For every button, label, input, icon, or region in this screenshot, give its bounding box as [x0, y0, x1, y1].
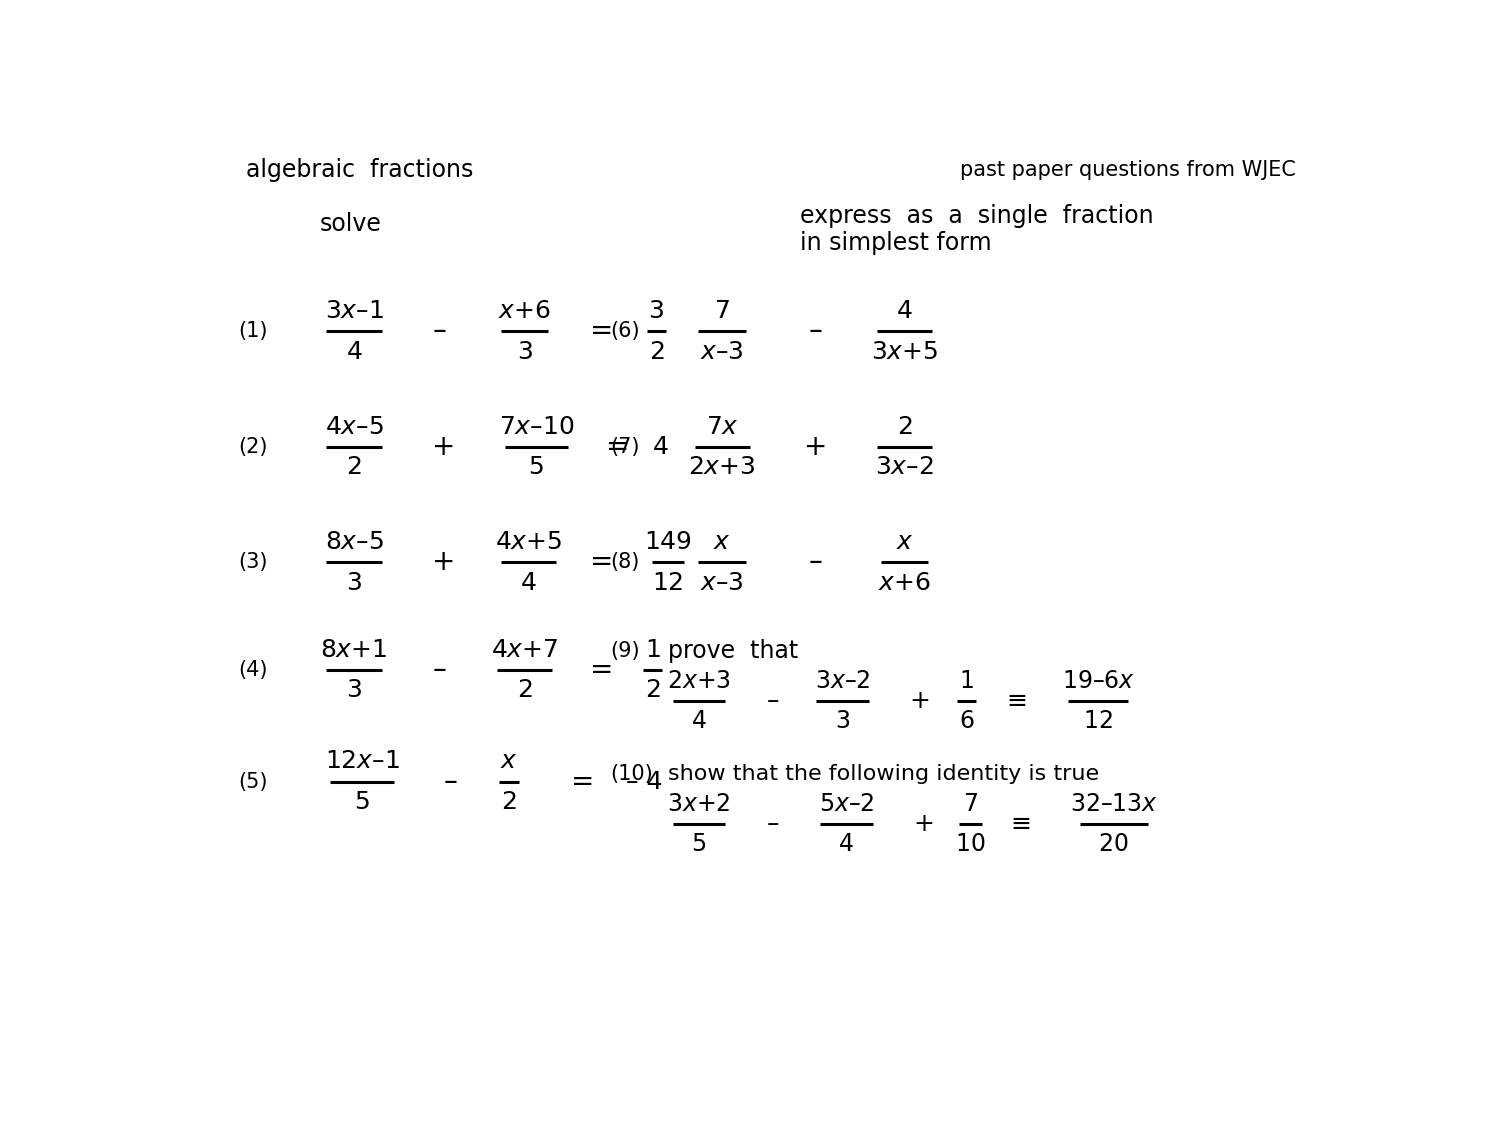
Text: $\mathrm{4}$: $\mathrm{4}$ [692, 709, 706, 732]
Text: $\mathrm{3}$: $\mathrm{3}$ [648, 299, 664, 323]
Text: $\mathrm{4}$: $\mathrm{4}$ [839, 832, 854, 856]
Text: =: = [606, 433, 630, 461]
Text: $\mathrm{1}$: $\mathrm{1}$ [958, 669, 974, 693]
Text: (6): (6) [610, 322, 639, 341]
Text: $\mathrm{20}$: $\mathrm{20}$ [1098, 832, 1130, 856]
Text: $\mathrm{2}$: $\mathrm{2}$ [645, 678, 660, 702]
Text: $\mathrm{} \mathit{x} \mathrm{ + 6}$: $\mathrm{} \mathit{x} \mathrm{ + 6}$ [498, 299, 550, 323]
Text: $\mathrm{7}$: $\mathrm{7}$ [963, 792, 978, 817]
Text: $\mathrm{3}$: $\mathrm{3}$ [346, 678, 362, 702]
Text: $\mathrm{} \mathit{x} \mathrm{ + 6}$: $\mathrm{} \mathit{x} \mathrm{ + 6}$ [878, 570, 932, 595]
Text: $\mathrm{} \mathit{x} \mathrm{}$: $\mathrm{} \mathit{x} \mathrm{}$ [896, 530, 914, 554]
Text: solve: solve [320, 212, 381, 235]
Text: (1): (1) [238, 322, 267, 341]
Text: (3): (3) [238, 552, 267, 573]
Text: $\mathrm{7} \mathit{x} \mathrm{}$: $\mathrm{7} \mathit{x} \mathrm{}$ [706, 414, 738, 439]
Text: $\mathrm{6}$: $\mathrm{6}$ [958, 709, 974, 732]
Text: $\mathrm{} \mathit{x} \mathrm{}$: $\mathrm{} \mathit{x} \mathrm{}$ [714, 530, 730, 554]
Text: –: – [808, 317, 822, 345]
Text: 4: 4 [652, 435, 669, 459]
Text: $\mathrm{3}$: $\mathrm{3}$ [346, 570, 362, 595]
Text: express  as  a  single  fraction: express as a single fraction [800, 204, 1154, 228]
Text: $\mathrm{} \mathit{x} \mathrm{ – 3}$: $\mathrm{} \mathit{x} \mathrm{ – 3}$ [700, 570, 744, 595]
Text: $\mathrm{3} \mathit{x} \mathrm{ + 2}$: $\mathrm{3} \mathit{x} \mathrm{ + 2}$ [668, 792, 730, 817]
Text: (9): (9) [610, 641, 639, 660]
Text: +: + [432, 548, 454, 576]
Text: $\mathrm{19 – 6} \mathit{x} \mathrm{}$: $\mathrm{19 – 6} \mathit{x} \mathrm{}$ [1062, 669, 1134, 693]
Text: $\mathrm{2}$: $\mathrm{2}$ [346, 456, 362, 479]
Text: +: + [914, 812, 934, 836]
Text: $\mathrm{} \mathit{x} \mathrm{ – 3}$: $\mathrm{} \mathit{x} \mathrm{ – 3}$ [700, 340, 744, 363]
Text: $\mathrm{1}$: $\mathrm{1}$ [645, 638, 660, 661]
Text: $\mathrm{4}$: $\mathrm{4}$ [896, 299, 912, 323]
Text: $\mathrm{4}$: $\mathrm{4}$ [346, 340, 363, 363]
Text: –: – [432, 656, 447, 684]
Text: $\mathrm{3} \mathit{x} \mathrm{ + 5}$: $\mathrm{3} \mathit{x} \mathrm{ + 5}$ [870, 340, 938, 363]
Text: (5): (5) [238, 772, 267, 792]
Text: $\mathrm{7} \mathit{x} \mathrm{ – 10}$: $\mathrm{7} \mathit{x} \mathrm{ – 10}$ [498, 414, 574, 439]
Text: (2): (2) [238, 436, 267, 457]
Text: $\mathrm{4} \mathit{x} \mathrm{ + 7}$: $\mathrm{4} \mathit{x} \mathrm{ + 7}$ [490, 638, 558, 661]
Text: $\mathrm{2} \mathit{x} \mathrm{ + 3}$: $\mathrm{2} \mathit{x} \mathrm{ + 3}$ [668, 669, 730, 693]
Text: $\mathrm{7}$: $\mathrm{7}$ [714, 299, 730, 323]
Text: (7): (7) [610, 436, 639, 457]
Text: –: – [766, 812, 778, 836]
Text: $\mathrm{149}$: $\mathrm{149}$ [644, 530, 692, 554]
Text: $\mathrm{12}$: $\mathrm{12}$ [1083, 709, 1113, 732]
Text: $\mathrm{4} \mathit{x} \mathrm{ – 5}$: $\mathrm{4} \mathit{x} \mathrm{ – 5}$ [324, 414, 384, 439]
Text: –: – [444, 767, 458, 795]
Text: +: + [432, 433, 454, 461]
Text: =: = [591, 548, 613, 576]
Text: $\mathrm{8} \mathit{x} \mathrm{ – 5}$: $\mathrm{8} \mathit{x} \mathrm{ – 5}$ [324, 530, 384, 554]
Text: $\mathrm{8} \mathit{x} \mathrm{ + 1}$: $\mathrm{8} \mathit{x} \mathrm{ + 1}$ [321, 638, 388, 661]
Text: =: = [591, 317, 613, 345]
Text: $\mathrm{10}$: $\mathrm{10}$ [956, 832, 986, 856]
Text: $\mathrm{5}$: $\mathrm{5}$ [692, 832, 706, 856]
Text: $\mathrm{3} \mathit{x} \mathrm{ – 2}$: $\mathrm{3} \mathit{x} \mathrm{ – 2}$ [874, 456, 933, 479]
Text: $\mathrm{2} \mathit{x} \mathrm{ + 3}$: $\mathrm{2} \mathit{x} \mathrm{ + 3}$ [688, 456, 756, 479]
Text: +: + [909, 688, 930, 713]
Text: $\mathrm{4} \mathit{x} \mathrm{ + 5}$: $\mathrm{4} \mathit{x} \mathrm{ + 5}$ [495, 530, 562, 554]
Text: show that the following identity is true: show that the following identity is true [668, 764, 1100, 784]
Text: past paper questions from WJEC: past paper questions from WJEC [960, 160, 1296, 180]
Text: $\mathrm{32 – 13} \mathit{x} \mathrm{}$: $\mathrm{32 – 13} \mathit{x} \mathrm{}$ [1070, 792, 1158, 817]
Text: $\mathrm{3}$: $\mathrm{3}$ [836, 709, 850, 732]
Text: $\mathrm{2}$: $\mathrm{2}$ [518, 678, 532, 702]
Text: prove  that: prove that [668, 639, 798, 663]
Text: $\mathrm{5}$: $\mathrm{5}$ [354, 790, 369, 814]
Text: $\mathrm{3}$: $\mathrm{3}$ [516, 340, 532, 363]
Text: $\mathrm{3} \mathit{x} \mathrm{ – 2}$: $\mathrm{3} \mathit{x} \mathrm{ – 2}$ [815, 669, 870, 693]
Text: =: = [591, 656, 613, 684]
Text: –: – [808, 548, 822, 576]
Text: $\mathrm{3} \mathit{x} \mathrm{ – 1}$: $\mathrm{3} \mathit{x} \mathrm{ – 1}$ [324, 299, 384, 323]
Text: $\mathrm{5}$: $\mathrm{5}$ [528, 456, 544, 479]
Text: – 4: – 4 [627, 770, 663, 794]
Text: in simplest form: in simplest form [800, 231, 992, 254]
Text: =: = [572, 767, 594, 795]
Text: $\mathrm{2}$: $\mathrm{2}$ [501, 790, 518, 814]
Text: +: + [804, 433, 826, 461]
Text: $\mathrm{4}$: $\mathrm{4}$ [520, 570, 537, 595]
Text: –: – [432, 317, 447, 345]
Text: algebraic  fractions: algebraic fractions [246, 158, 472, 181]
Text: (4): (4) [238, 660, 267, 681]
Text: (8): (8) [610, 552, 639, 573]
Text: $\mathrm{2}$: $\mathrm{2}$ [648, 340, 664, 363]
Text: $\mathrm{12} \mathit{x} \mathrm{ – 1}$: $\mathrm{12} \mathit{x} \mathrm{ – 1}$ [324, 749, 399, 774]
Text: –: – [766, 688, 778, 713]
Text: ≡: ≡ [1010, 812, 1031, 836]
Text: ≡: ≡ [1007, 688, 1028, 713]
Text: $\mathrm{} \mathit{x} \mathrm{}$: $\mathrm{} \mathit{x} \mathrm{}$ [501, 749, 518, 774]
Text: $\mathrm{12}$: $\mathrm{12}$ [652, 570, 684, 595]
Text: $\mathrm{2}$: $\mathrm{2}$ [897, 414, 912, 439]
Text: $\mathrm{5} \mathit{x} \mathrm{ – 2}$: $\mathrm{5} \mathit{x} \mathrm{ – 2}$ [819, 792, 874, 817]
Text: (10): (10) [610, 764, 652, 784]
